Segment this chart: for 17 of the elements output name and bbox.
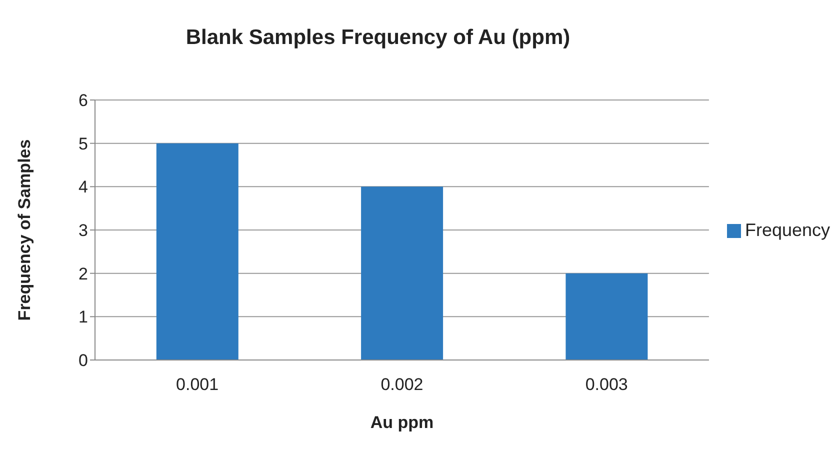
x-tick-label: 0.002 — [380, 375, 424, 394]
y-tick-label: 4 — [78, 178, 88, 197]
bar — [566, 273, 648, 360]
bar — [156, 143, 238, 360]
chart-title: Blank Samples Frequency of Au (ppm) — [184, 26, 572, 50]
y-tick-label: 1 — [78, 308, 88, 327]
y-tick-label: 0 — [78, 351, 88, 370]
y-tick-label: 5 — [78, 134, 88, 154]
legend-label: Frequency — [744, 220, 830, 240]
y-tick-label: 2 — [78, 264, 88, 284]
x-tick-label: 0.001 — [176, 375, 219, 394]
x-axis-title: Au ppm — [370, 413, 434, 432]
bar — [361, 186, 444, 360]
y-tick-label: 3 — [78, 221, 88, 240]
x-tick-label: 0.003 — [585, 375, 628, 394]
y-tick-label: 6 — [78, 91, 88, 110]
y-axis-title: Frequency of Samples — [15, 139, 34, 321]
